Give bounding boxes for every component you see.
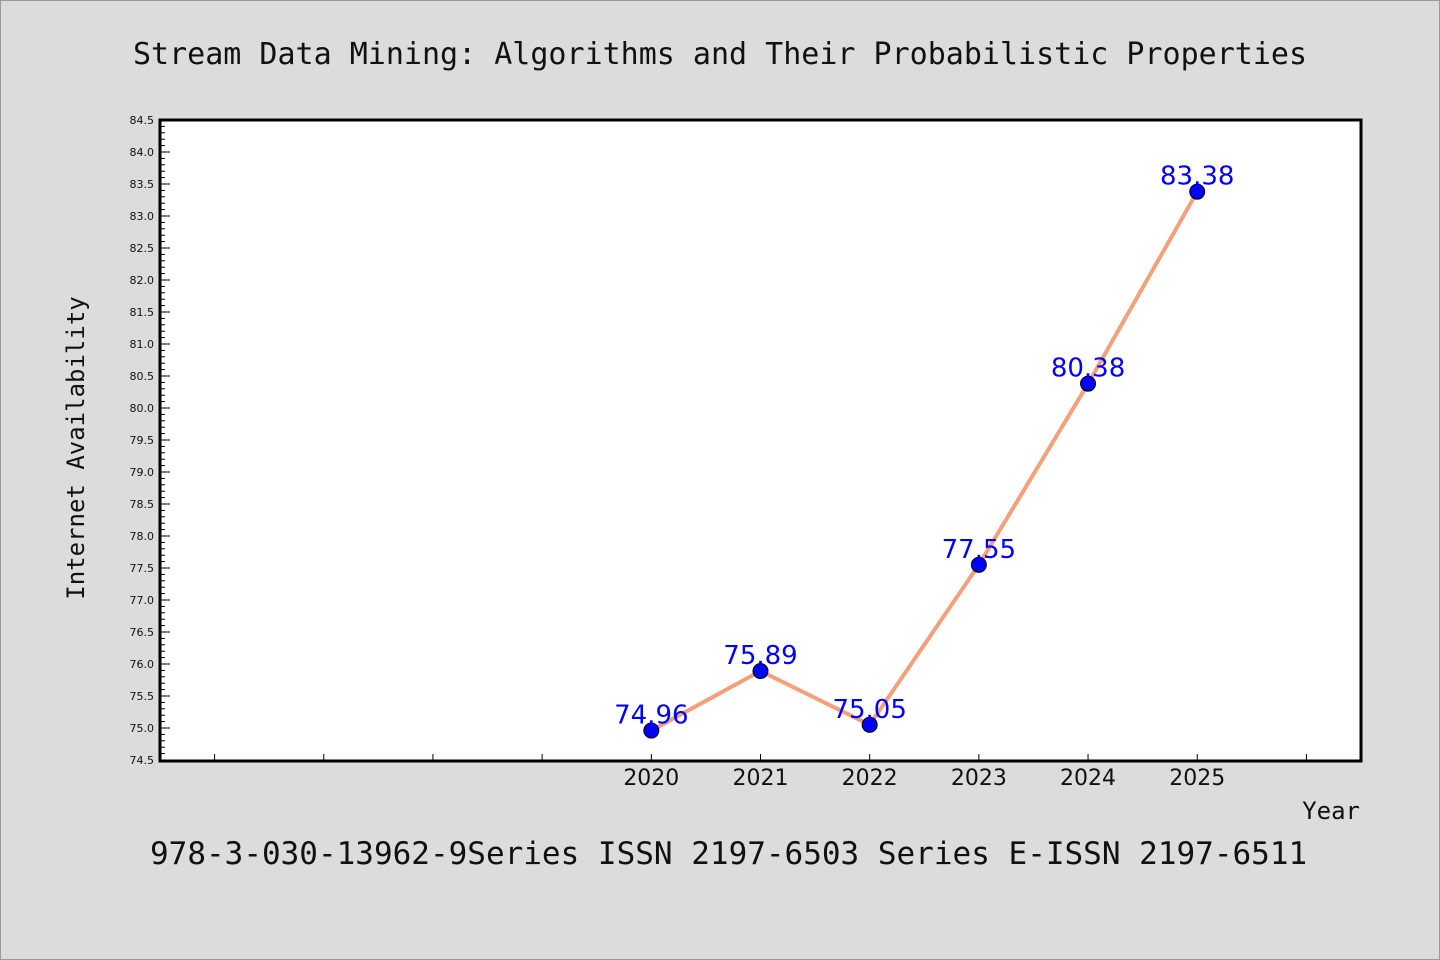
data-point (752, 663, 769, 680)
y-tick-label: 79.0 (130, 466, 155, 479)
data-label: 75.89 (723, 641, 797, 671)
y-tick-label: 75.5 (130, 690, 155, 703)
y-tick-label: 84.0 (130, 146, 155, 159)
data-point (1189, 183, 1206, 200)
y-tick-label: 82.5 (130, 242, 155, 255)
y-tick-label: 74.5 (130, 754, 155, 767)
y-tick-label: 78.0 (130, 530, 155, 543)
x-tick-label: 2021 (733, 766, 789, 791)
y-tick-label: 83.0 (130, 210, 155, 223)
x-tick-label: 2024 (1060, 766, 1116, 791)
footer-isbn-issn: 978-3-030-13962-9Series ISSN 2197-6503 S… (150, 836, 1307, 872)
y-tick-label: 77.5 (130, 562, 155, 575)
y-tick-label: 84.5 (130, 114, 155, 127)
data-point (861, 716, 878, 733)
y-axis-label: Internet Availability (62, 296, 90, 599)
chart-title: Stream Data Mining: Algorithms and Their… (133, 37, 1307, 72)
y-tick-label: 77.0 (130, 594, 155, 607)
y-tick-label: 76.0 (130, 658, 155, 671)
data-label: 80.38 (1051, 354, 1125, 384)
data-label: 75.05 (832, 695, 906, 725)
data-point (1080, 375, 1097, 392)
data-label: 74.96 (614, 701, 688, 731)
y-tick-label: 78.5 (130, 498, 155, 511)
x-axis-label: Year (1302, 797, 1360, 825)
x-tick-label: 2020 (623, 766, 679, 791)
x-tick-label: 2022 (842, 766, 898, 791)
y-tick-label: 80.0 (130, 402, 155, 415)
data-point (970, 556, 987, 573)
y-axis: 74.5 75.0 75.5 76.0 76.5 77.0 77.5 78.0 78.5 79.0… (130, 114, 170, 767)
x-tick-label: 2025 (1169, 766, 1225, 791)
data-point (643, 722, 660, 739)
y-tick-label: 80.5 (130, 370, 155, 383)
y-tick-label: 79.5 (130, 434, 155, 447)
y-tick-label: 83.5 (130, 178, 155, 191)
y-tick-label: 81.0 (130, 338, 155, 351)
x-tick-label: 2023 (951, 766, 1007, 791)
y-tick-label: 75.0 (130, 722, 155, 735)
data-label: 83.38 (1160, 162, 1234, 192)
series-layer: 74.96 75.89 75.05 77.55 80.38 83.38 (614, 162, 1234, 739)
data-label: 77.55 (942, 535, 1016, 565)
x-axis: 2020 2021 2022 2023 2024 2025 (214, 754, 1307, 791)
plot-area (158, 118, 1363, 763)
y-tick-label: 81.5 (130, 306, 155, 319)
series-line (650, 190, 1199, 733)
y-tick-label: 82.0 (130, 274, 155, 287)
y-tick-label: 76.5 (130, 626, 155, 639)
